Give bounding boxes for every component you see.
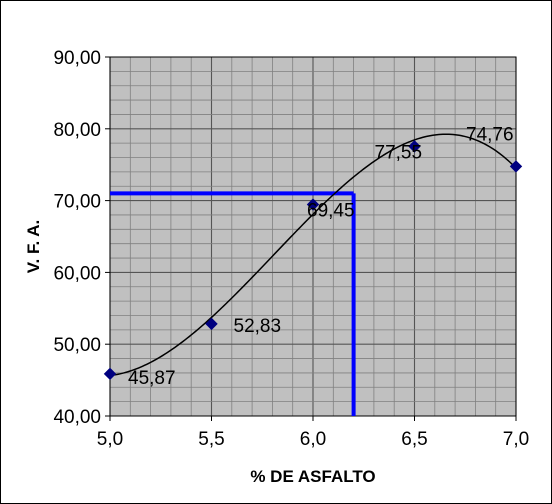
y-tick-label: 70,00 — [53, 192, 101, 213]
trendline — [109, 133, 517, 377]
y-tick-label: 40,00 — [53, 407, 101, 428]
reference-lines — [110, 191, 356, 416]
x-tick-label: 6,5 — [401, 429, 427, 450]
grid-lines — [109, 56, 517, 417]
x-tick-label: 5,0 — [97, 429, 123, 450]
data-labels: 45,87 52,83 69,45 77,55 74,76 — [128, 124, 514, 388]
data-point — [103, 367, 117, 381]
data-markers — [103, 140, 523, 381]
data-label: 52,83 — [234, 316, 282, 337]
x-tick-label: 5,5 — [198, 429, 224, 450]
y-tick-label: 90,00 — [53, 48, 101, 69]
trendline-path — [109, 133, 517, 377]
data-label: 74,76 — [466, 124, 514, 145]
data-label: 45,87 — [128, 368, 176, 389]
y-axis-title: V. F. A. — [24, 220, 43, 274]
data-point — [306, 198, 320, 211]
y-tick-label: 60,00 — [53, 263, 101, 284]
tick-labels: 5,0 5,5 6,0 6,5 7,0 40,00 50,00 60,00 70,00 80,00… — [53, 48, 529, 450]
x-axis-title: % DE ASFALTO — [250, 467, 375, 486]
y-tick-label: 50,00 — [53, 335, 101, 356]
data-point — [205, 317, 218, 331]
x-tick-label: 6,0 — [300, 429, 326, 450]
data-point — [509, 160, 523, 173]
data-label: 69,45 — [307, 201, 355, 222]
y-tick-label: 80,00 — [53, 120, 101, 141]
data-point — [408, 140, 421, 153]
data-label: 77,55 — [375, 142, 423, 163]
x-tick-label: 7,0 — [503, 429, 529, 450]
